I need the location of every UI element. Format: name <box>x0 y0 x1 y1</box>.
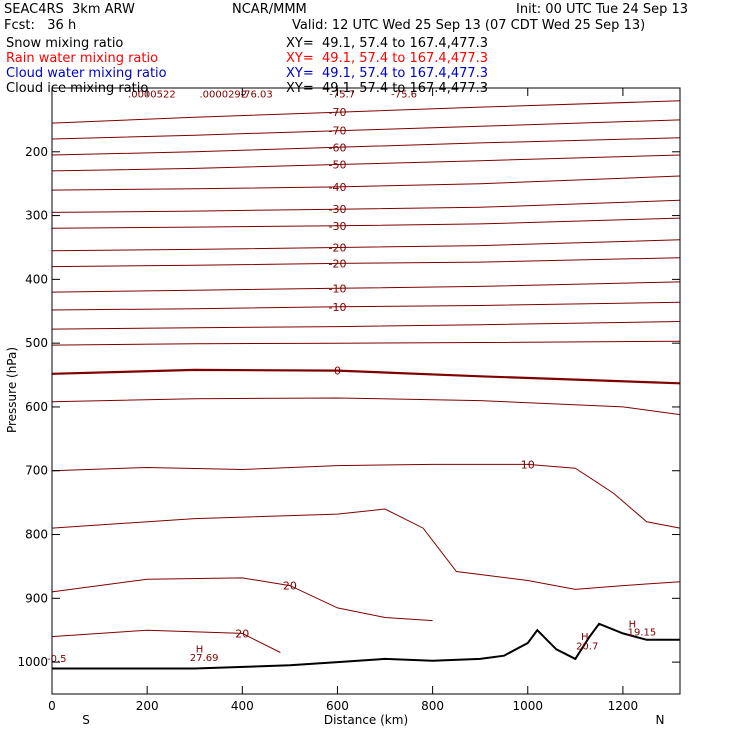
y-tick-label: 600 <box>25 400 48 414</box>
isotherm-label: -70 <box>329 125 347 138</box>
isotherm-line <box>51 100 681 124</box>
right-endpoint-label: N <box>656 713 665 727</box>
isotherm-label: -60 <box>329 141 347 154</box>
isotherm-line <box>51 321 681 330</box>
x-tick-label: 800 <box>421 699 444 713</box>
y-tick-label: 300 <box>25 209 48 223</box>
x-tick-label: 1200 <box>608 699 639 713</box>
model-title: SEAC4RS 3km ARW <box>4 2 135 17</box>
field-cloudice-xy: XY= 49.1, 57.4 to 167.4,477.3 <box>286 81 489 96</box>
isotherm-line <box>51 368 681 385</box>
y-axis-label: Pressure (hPa) <box>5 347 19 433</box>
isotherm-line <box>51 239 681 252</box>
annotation-label: H <box>629 620 637 631</box>
x-tick-label: 600 <box>326 699 349 713</box>
forecast-hour: Fcst: 36 h <box>4 18 77 33</box>
x-ticks: 0 200 400 600 800 1000 1200 <box>48 88 638 713</box>
y-tick-label: 900 <box>25 591 48 605</box>
annotation-label: -76.03 <box>240 90 272 101</box>
x-tick-label: 200 <box>136 699 159 713</box>
isotherm-line <box>51 199 681 213</box>
annotation-label: H <box>581 632 589 643</box>
init-time: Init: 00 UTC Tue 24 Sep 13 <box>516 2 689 17</box>
field-cloudice-name: Cloud ice mixing ratio <box>6 81 149 96</box>
field-snow-name: Snow mixing ratio <box>6 36 124 51</box>
isotherm-label: -50 <box>329 159 347 172</box>
isotherm-label: -10 <box>329 301 347 314</box>
isotherm-lines: -70 -70 -60 -50 -40 -30 -30 -20 -20 -10 -10 0 10 20 20 <box>51 100 681 653</box>
center-title: NCAR/MMM <box>232 2 307 17</box>
isotherm-label: -20 <box>329 242 347 255</box>
annotation-label: .0000522 <box>128 90 176 101</box>
annotation-label: .0000292 <box>199 90 247 101</box>
isotherm-line <box>51 629 281 653</box>
y-tick-label: 700 <box>25 464 48 478</box>
isotherm-label: -20 <box>329 257 347 270</box>
isotherm-label: -30 <box>329 203 347 216</box>
terrain-line <box>52 622 680 670</box>
y-tick-label: 400 <box>25 272 48 286</box>
x-tick-label: 400 <box>231 699 254 713</box>
y-tick-label: 200 <box>25 145 48 159</box>
isotherm-label: 20 <box>283 580 297 593</box>
x-tick-label: 0 <box>48 699 56 713</box>
field-snow-xy: XY= 49.1, 57.4 to 167.4,477.3 <box>286 36 489 51</box>
x-axis-label: Distance (km) <box>324 713 408 727</box>
isotherm-label: -40 <box>329 181 347 194</box>
valid-time: Valid: 12 UTC Wed 25 Sep 13 (07 CDT Wed … <box>292 18 646 33</box>
isotherm-line <box>51 217 681 229</box>
isotherm-line <box>51 508 681 590</box>
isotherm-line <box>51 397 681 416</box>
terrain-profile <box>52 622 680 670</box>
isotherm-label: 20 <box>235 627 249 640</box>
x-tick-label: 1000 <box>512 699 543 713</box>
isotherm-line <box>51 301 681 311</box>
annotations: H27.69H20.7H19.15-0.5.0000522.0000292-76… <box>47 90 657 665</box>
annotation-label: 20.7 <box>576 641 598 652</box>
isotherm-label: 0 <box>334 365 341 378</box>
field-cloudwater-name: Cloud water mixing ratio <box>6 66 167 81</box>
isotherm-line <box>51 577 433 622</box>
left-endpoint-label: S <box>82 713 90 727</box>
y-tick-label: 500 <box>25 336 48 350</box>
isotherm-line <box>51 154 681 172</box>
isotherm-line <box>51 281 681 293</box>
field-rain-xy: XY= 49.1, 57.4 to 167.4,477.3 <box>286 51 489 66</box>
isotherm-line <box>51 175 681 191</box>
plot-frame <box>51 87 681 695</box>
isotherm-line <box>51 257 681 268</box>
annotation-label: -75.7 <box>329 90 355 101</box>
isotherm-label: -70 <box>329 106 347 119</box>
annotation-label: -75.6 <box>391 90 417 101</box>
isotherm-label: -10 <box>329 282 347 295</box>
isotherm-line <box>51 137 681 156</box>
isotherm-line <box>51 119 681 140</box>
isotherm-label: 10 <box>521 458 535 471</box>
annotation-label: 19.15 <box>628 627 657 638</box>
isotherm-line <box>51 340 681 346</box>
y-tick-label: 1000 <box>17 655 48 669</box>
annotation-label: H <box>196 645 204 656</box>
field-cloudwater-xy: XY= 49.1, 57.4 to 167.4,477.3 <box>286 66 489 81</box>
y-tick-label: 800 <box>25 528 48 542</box>
isotherm-label: -30 <box>329 220 347 233</box>
isotherm-line <box>51 463 681 529</box>
annotation-label: 27.69 <box>190 653 219 664</box>
annotation-label: -0.5 <box>47 654 67 665</box>
field-rain-name: Rain water mixing ratio <box>6 51 159 66</box>
